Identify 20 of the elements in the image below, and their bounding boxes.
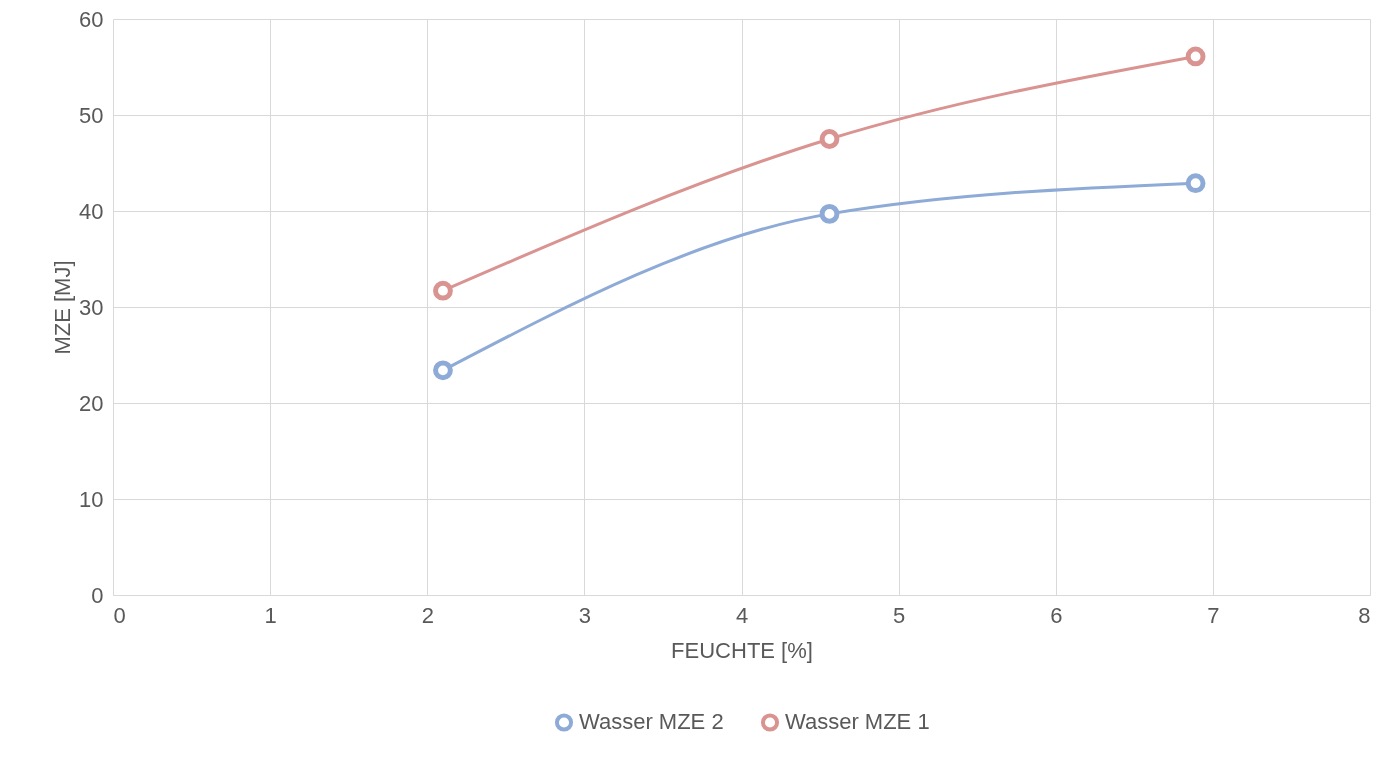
y-tick-label: 10 <box>79 486 104 512</box>
y-tick-label: 40 <box>79 198 104 224</box>
x-tick-label: 6 <box>1050 602 1063 628</box>
x-tick-label: 2 <box>421 602 434 628</box>
y-tick-label: 0 <box>91 582 104 608</box>
x-tick-label: 8 <box>1358 602 1371 628</box>
x-tick-label: 1 <box>264 602 277 628</box>
y-axis-title: MZE [MJ] <box>50 260 76 355</box>
x-tick-label: 4 <box>735 602 749 628</box>
y-tick-label: 50 <box>79 102 104 128</box>
x-tick-label: 3 <box>578 602 591 628</box>
x-axis-title: FEUCHTE [%] <box>671 637 813 663</box>
x-tick-label: 5 <box>893 602 906 628</box>
legend-label: Wasser MZE 1 <box>785 709 930 735</box>
y-tick-label: 30 <box>79 294 104 320</box>
x-tick-label: 7 <box>1207 602 1220 628</box>
y-tick-label: 60 <box>79 6 104 32</box>
y-tick-label: 20 <box>79 390 104 416</box>
legend-label: Wasser MZE 2 <box>579 709 724 735</box>
x-tick-label: 0 <box>113 602 126 628</box>
